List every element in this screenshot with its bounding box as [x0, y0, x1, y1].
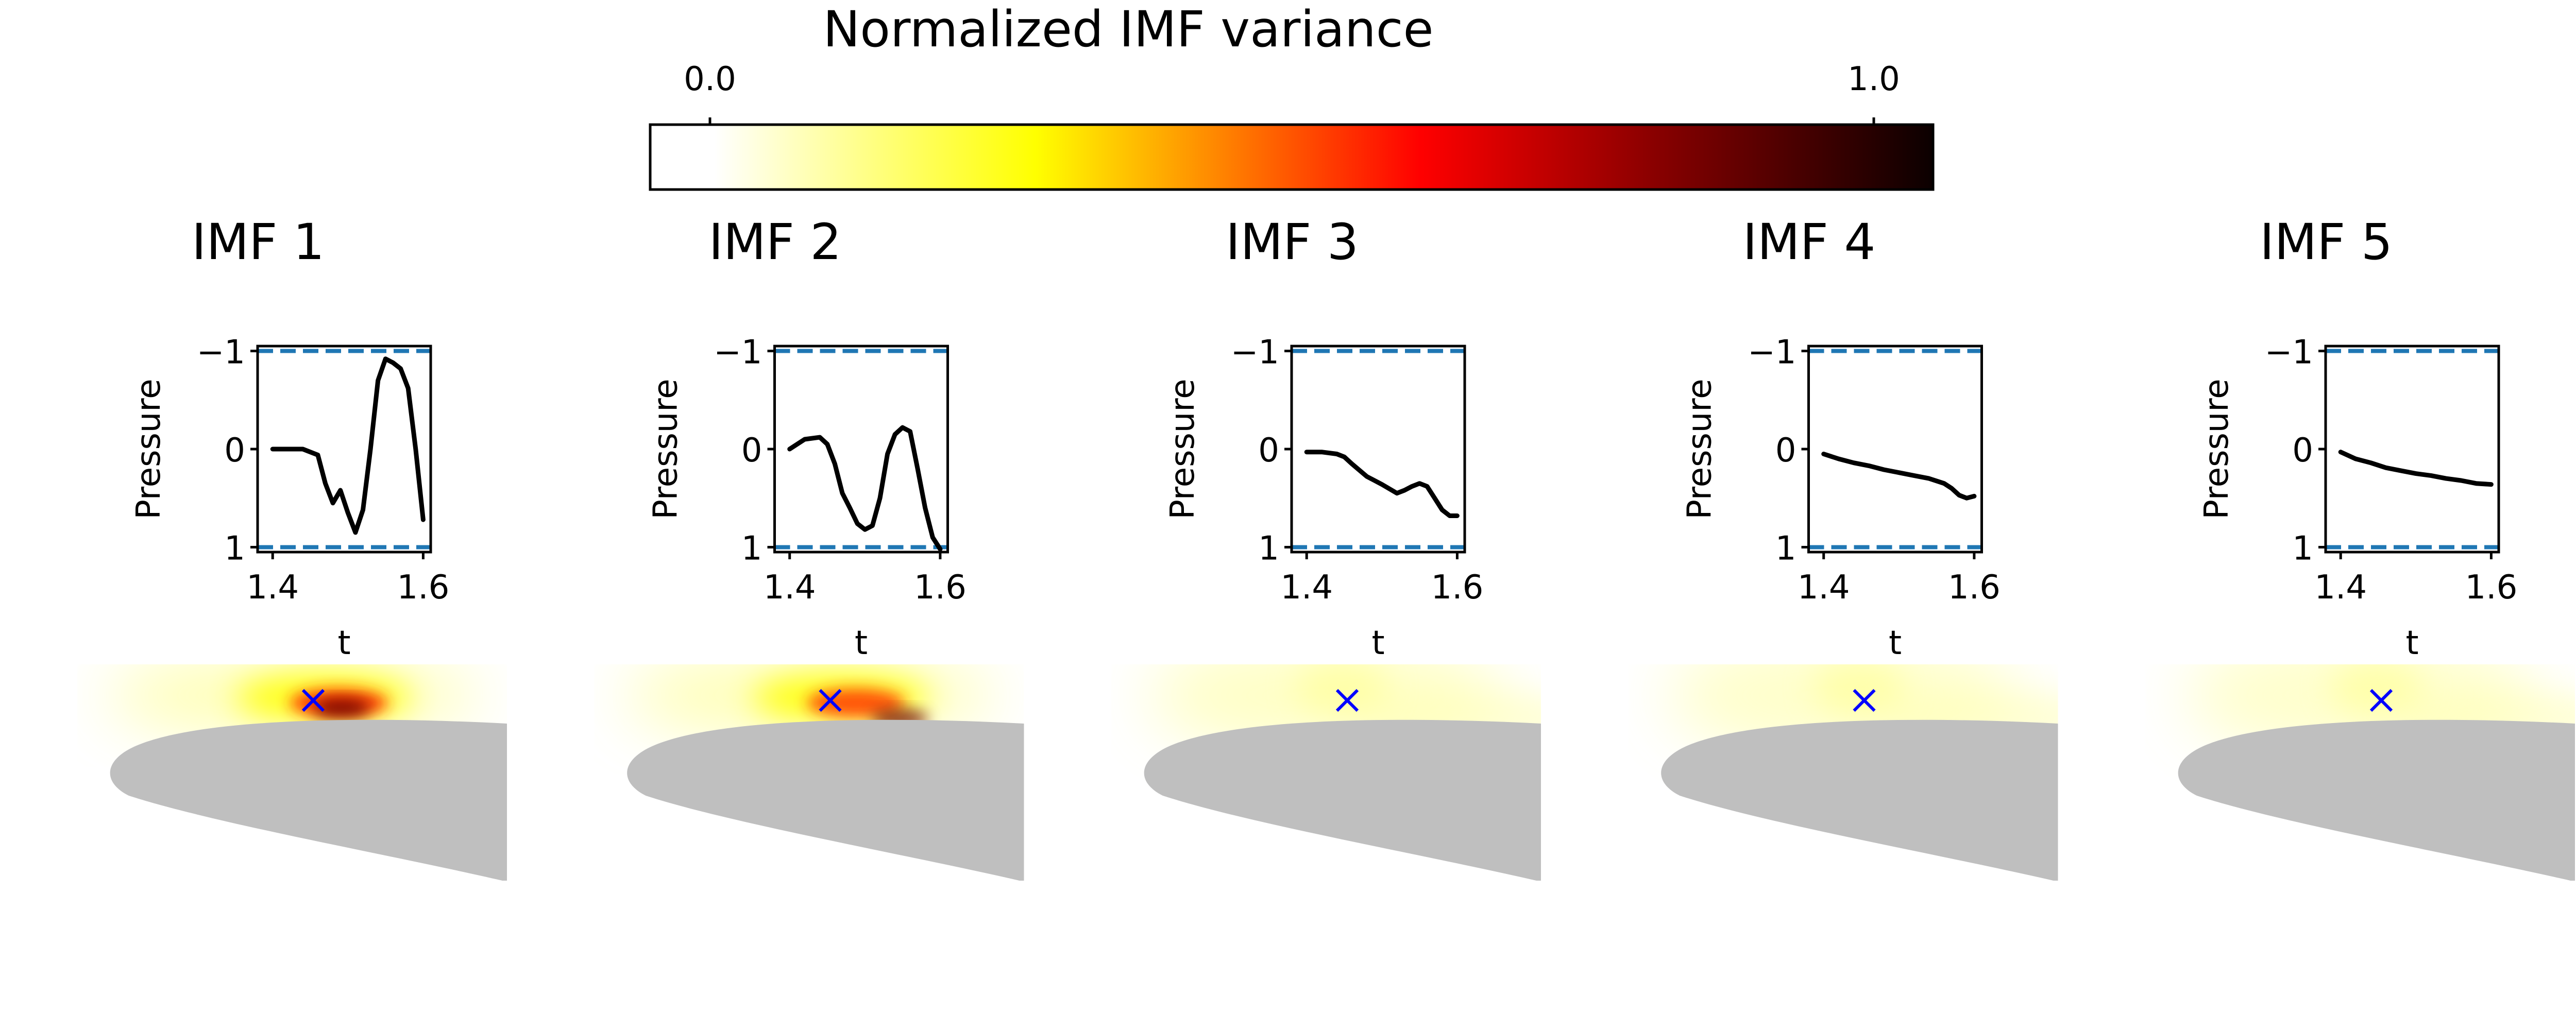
variance-field	[1144, 664, 1541, 881]
y-axis-label: Pressure	[130, 379, 168, 519]
airfoil-shape	[2178, 719, 2575, 881]
airfoil-shape	[1661, 719, 2058, 881]
y-tick-label: 0	[224, 432, 245, 470]
axes-frame	[2324, 345, 2500, 554]
airfoil-shape	[1144, 719, 1541, 881]
imf-panel-1: IMF 1 −1 0 11.4 1.6 t Pressure	[107, 213, 507, 881]
panel-title: IMF 5	[2260, 213, 2393, 271]
airfoil-shape	[627, 719, 1024, 881]
x-tick-label: 1.6	[1948, 569, 2001, 607]
panel-title: IMF 1	[192, 213, 325, 271]
x-tick-label: 1.4	[764, 569, 816, 607]
variance-field	[107, 664, 507, 881]
x-tick-label: 1.4	[246, 569, 299, 607]
pressure-series-line	[1304, 450, 1460, 518]
y-tick-label: 1	[1258, 529, 1279, 568]
pressure-series-line	[270, 356, 426, 535]
x-tick-label: 1.6	[2465, 569, 2518, 607]
y-axis-label: Pressure	[647, 379, 685, 519]
pressure-series-line	[787, 425, 943, 552]
probe-marker-icon	[1853, 689, 1876, 712]
colorbar-title: Normalized IMF variance	[823, 1, 1433, 58]
y-tick-label: −1	[197, 334, 245, 372]
probe-marker-icon	[2369, 689, 2393, 712]
variance-field	[1661, 664, 2058, 881]
field-core	[807, 689, 905, 717]
x-axis-label: t	[1371, 624, 1384, 662]
airfoil-shape	[110, 719, 507, 881]
x-axis-label: t	[855, 624, 868, 662]
imf-panel-2: IMF 2 −1 0 11.4 1.6 t Pressure	[625, 213, 1024, 881]
panel-title: IMF 2	[709, 213, 842, 271]
field-blob	[1812, 664, 1906, 716]
colorbar-bar	[649, 123, 1935, 191]
colorbar-tick-label-max: 1.0	[1848, 60, 1900, 98]
variance-field	[2178, 664, 2575, 881]
y-tick-label: 1	[1775, 529, 1797, 568]
x-axis-label: t	[337, 624, 350, 662]
x-tick-label: 1.4	[1798, 569, 1850, 607]
imf-panel-5: IMF 5 −1 0 11.4 1.6 t Pressure	[2178, 213, 2575, 881]
y-tick-label: 0	[1258, 432, 1279, 470]
y-tick-label: 0	[2292, 432, 2313, 470]
colorbar-tick-label-min: 0.0	[684, 60, 736, 98]
axes-frame	[1807, 345, 1983, 554]
variance-field	[625, 664, 1024, 881]
probe-marker-icon	[301, 689, 325, 712]
y-tick-label: 0	[741, 432, 762, 470]
x-tick-label: 1.6	[397, 569, 450, 607]
y-tick-label: −1	[2265, 334, 2313, 372]
y-tick-label: −1	[1748, 334, 1796, 372]
y-axis-label: Pressure	[1681, 379, 1719, 519]
field-peak	[313, 699, 370, 717]
y-tick-label: 1	[741, 529, 762, 568]
colorbar: Normalized IMF variance 0.0 1.0	[649, 1, 1935, 191]
field-blob	[2330, 664, 2422, 716]
axes-frame	[1290, 345, 1466, 554]
field-blob	[1296, 664, 1388, 716]
y-tick-label: 1	[224, 529, 245, 568]
panel-title: IMF 3	[1226, 213, 1359, 271]
y-tick-label: −1	[714, 334, 762, 372]
x-tick-label: 1.4	[2314, 569, 2367, 607]
y-axis-label: Pressure	[2198, 379, 2236, 519]
probe-marker-icon	[819, 689, 842, 712]
y-tick-label: 0	[1775, 432, 1797, 470]
y-tick-label: 1	[2292, 529, 2313, 568]
panel-title: IMF 4	[1743, 213, 1876, 271]
x-tick-label: 1.4	[1280, 569, 1333, 607]
axes-frame	[773, 345, 949, 554]
probe-marker-icon	[1335, 689, 1359, 712]
x-tick-label: 1.6	[914, 569, 967, 607]
pressure-series-line	[1821, 452, 1977, 501]
x-tick-label: 1.6	[1431, 569, 1484, 607]
imf-panel-4: IMF 4 −1 0 11.4 1.6 t Pressure	[1661, 213, 2058, 881]
x-axis-label: t	[2405, 624, 2418, 662]
imf-panel-3: IMF 3 −1 0 11.4 1.6 t Pressure	[1144, 213, 1541, 881]
y-axis-label: Pressure	[1164, 379, 1202, 519]
x-axis-label: t	[1889, 624, 1902, 662]
y-tick-label: −1	[1231, 334, 1279, 372]
pressure-series-line	[2338, 450, 2494, 487]
